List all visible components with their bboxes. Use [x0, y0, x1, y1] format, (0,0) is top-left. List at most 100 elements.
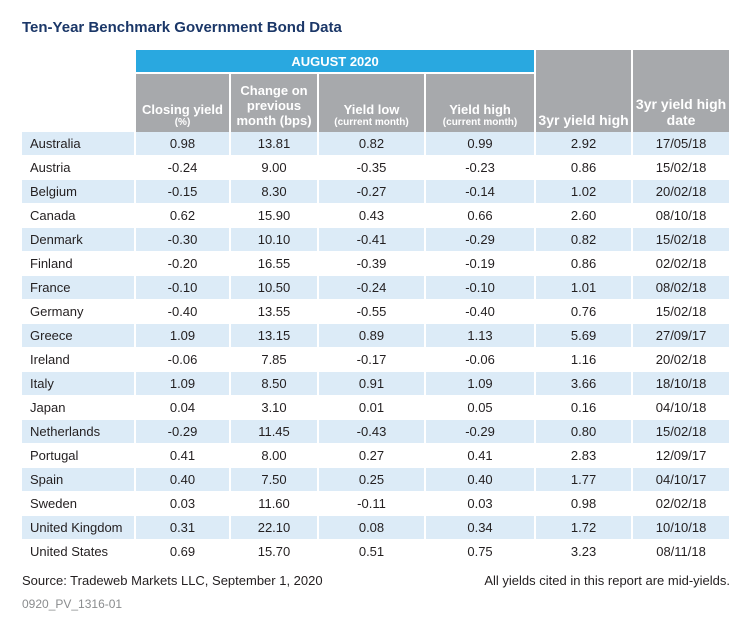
cell: 0.05 [425, 395, 537, 420]
cell: 15/02/18 [632, 155, 732, 180]
country: Greece [22, 323, 136, 348]
cell: 0.75 [425, 539, 537, 564]
column-header: 3yr yield high date [632, 50, 732, 132]
country: Austria [22, 155, 136, 180]
header-row: Closing yield (%) Change on previous month… [22, 73, 730, 132]
table-row: Netherlands -0.29 11.45 -0.43 -0.29 0.80 15/02… [22, 419, 732, 444]
cell: 04/10/17 [632, 467, 732, 492]
cell: 15/02/18 [632, 299, 732, 324]
cell: 10.10 [230, 227, 319, 252]
title: Ten-Year Benchmark Government Bond Data [22, 19, 342, 36]
country: Ireland [22, 347, 136, 372]
table-row: Belgium -0.15 8.30 -0.27 -0.14 1.02 20/02/18 [22, 179, 732, 204]
table-row: United States 0.69 15.70 0.51 0.75 3.23 08/11/… [22, 539, 732, 564]
cell: 0.04 [135, 395, 231, 420]
cell: -0.23 [425, 155, 537, 180]
cell: -0.30 [135, 227, 231, 252]
table-row: Ireland -0.06 7.85 -0.17 -0.06 1.16 20/02/18 [22, 347, 732, 372]
cell: -0.29 [425, 419, 537, 444]
cell: -0.06 [425, 347, 537, 372]
cell: 2.92 [535, 132, 634, 156]
cell: 20/02/18 [632, 347, 732, 372]
cell: -0.10 [135, 275, 231, 300]
cell: 0.66 [425, 203, 537, 228]
cell: 0.76 [535, 299, 634, 324]
cell: 7.85 [230, 347, 319, 372]
country: Canada [22, 203, 136, 228]
cell: -0.29 [135, 419, 231, 444]
source: Source: Tradeweb Markets LLC, September … [22, 573, 323, 588]
table-row: Greece 1.09 13.15 0.89 1.13 5.69 27/09/17 [22, 323, 732, 348]
cell: 18/10/18 [632, 371, 732, 396]
column-label: Change on previous month (bps) [236, 83, 312, 128]
column-header: Closing yield (%) [135, 73, 231, 132]
cell: 1.77 [535, 467, 634, 492]
cell: 04/10/18 [632, 395, 732, 420]
column-label: Closing yield [142, 102, 223, 117]
cell: 0.43 [318, 203, 426, 228]
country: Belgium [22, 179, 136, 204]
cell: 08/11/18 [632, 539, 732, 564]
table-row: Denmark -0.30 10.10 -0.41 -0.29 0.82 15/02/18 [22, 227, 732, 252]
cell: 1.16 [535, 347, 634, 372]
cell: 2.60 [535, 203, 634, 228]
cell: 0.99 [425, 132, 537, 156]
cell: 0.41 [425, 443, 537, 468]
cell: 0.01 [318, 395, 426, 420]
cell: -0.24 [318, 275, 426, 300]
country: Germany [22, 299, 136, 324]
column-header: Yield low (current month) [318, 73, 426, 132]
cell: -0.14 [425, 179, 537, 204]
cell: 08/10/18 [632, 203, 732, 228]
cell: 0.03 [425, 491, 537, 516]
cell: 1.09 [135, 323, 231, 348]
cell: -0.11 [318, 491, 426, 516]
cell: -0.06 [135, 347, 231, 372]
column-sub: (%) [174, 117, 191, 128]
cell: 15/02/18 [632, 419, 732, 444]
country: Japan [22, 395, 136, 420]
cell: 13.81 [230, 132, 319, 156]
cell: 0.40 [135, 467, 231, 492]
cell: 10/10/18 [632, 515, 732, 540]
note: All yields cited in this report are mid-… [484, 573, 730, 588]
cell: -0.24 [135, 155, 231, 180]
cell: 15.70 [230, 539, 319, 564]
cell: 13.55 [230, 299, 319, 324]
cell: 0.40 [425, 467, 537, 492]
cell: 0.69 [135, 539, 231, 564]
bond-table: AUGUST 2020 3yr yield high 3yr yield high … [22, 50, 732, 564]
table-row: Finland -0.20 16.55 -0.39 -0.19 0.86 02/02/18 [22, 251, 732, 276]
cell: 17/05/18 [632, 132, 732, 156]
table-row: Germany -0.40 13.55 -0.55 -0.40 0.76 15/02/18 [22, 299, 732, 324]
cell: 3.10 [230, 395, 319, 420]
cell: 8.30 [230, 179, 319, 204]
cell: 0.31 [135, 515, 231, 540]
cell: 12/09/17 [632, 443, 732, 468]
code: 0920_PV_1316-01 [22, 597, 123, 611]
table-row: France -0.10 10.50 -0.24 -0.10 1.01 08/02/18 [22, 275, 732, 300]
cell: 1.01 [535, 275, 634, 300]
column-sub: (current month) [442, 117, 518, 128]
country: France [22, 275, 136, 300]
cell: 27/09/17 [632, 323, 732, 348]
cell: 13.15 [230, 323, 319, 348]
column-header: 3yr yield high [535, 50, 634, 132]
table-row: Spain 0.40 7.50 0.25 0.40 1.77 04/10/17 [22, 467, 732, 492]
cell: 9.00 [230, 155, 319, 180]
cell: 0.16 [535, 395, 634, 420]
cell: 11.45 [230, 419, 319, 444]
country: Spain [22, 467, 136, 492]
cell: 3.66 [535, 371, 634, 396]
table-header: AUGUST 2020 3yr yield high 3yr yield high … [22, 50, 732, 132]
country: United Kingdom [22, 515, 136, 540]
cell: -0.40 [425, 299, 537, 324]
cell: 0.25 [318, 467, 426, 492]
cell: 0.51 [318, 539, 426, 564]
column-label: 3yr yield high date [635, 96, 727, 128]
cell: 11.60 [230, 491, 319, 516]
country: Italy [22, 371, 136, 396]
column-label: Yield low [343, 102, 400, 117]
country: United States [22, 539, 136, 564]
